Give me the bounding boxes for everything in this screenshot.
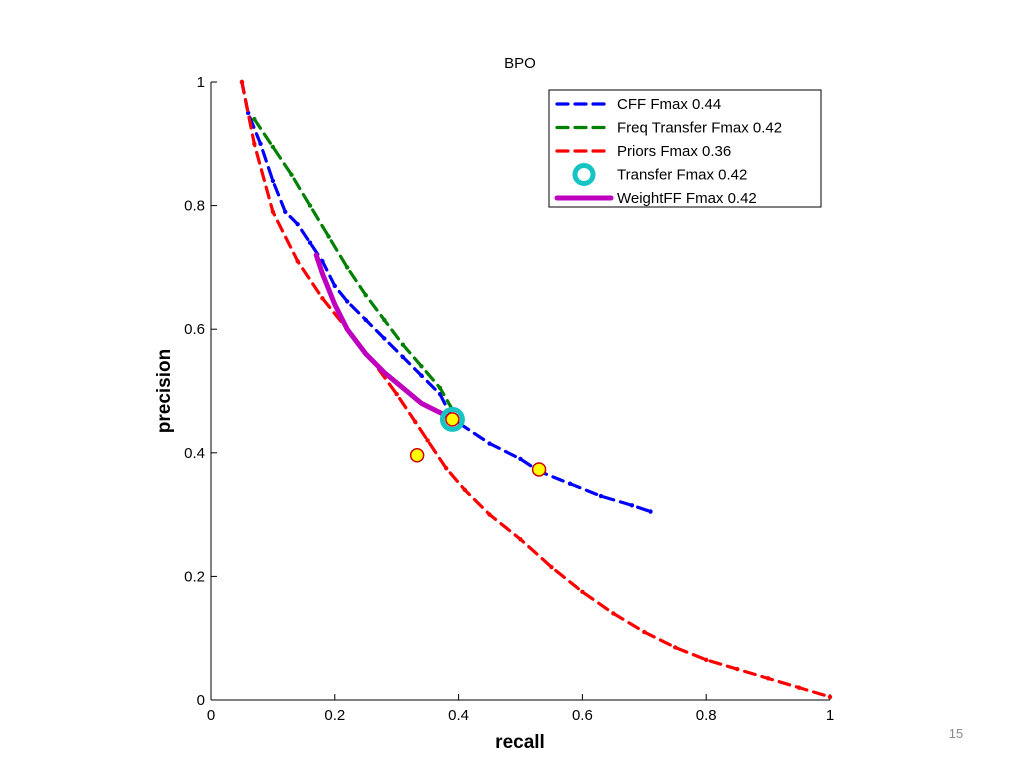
series-point-cff-fmax-0-44 <box>258 141 263 146</box>
legend-label: Transfer Fmax 0.42 <box>617 167 747 184</box>
series-point-cff-fmax-0-44 <box>400 354 406 360</box>
series-point-priors-fmax-0-36 <box>796 685 802 690</box>
series-point-cff-fmax-0-44 <box>332 283 337 289</box>
x-axis-title: recall <box>495 732 545 753</box>
series-point-priors-fmax-0-36 <box>444 466 449 471</box>
series-point-priors-fmax-0-36 <box>252 141 257 146</box>
series-point-cff-fmax-0-44 <box>382 336 387 341</box>
series-point-cff-fmax-0-44 <box>320 259 325 264</box>
series-point-cff-fmax-0-44 <box>270 178 276 184</box>
y-tick-label: 0.4 <box>184 445 205 462</box>
axes: 0 0.2 0.4 0.6 0.8 1 0 0.2 0.4 0.6 0.8 1 <box>184 74 834 724</box>
legend-label: Freq Transfer Fmax 0.42 <box>617 120 782 137</box>
series-point-priors-fmax-0-36 <box>704 657 709 663</box>
series-point-freq-transfer-fmax-0-42 <box>252 116 257 122</box>
series-point-freq-transfer-fmax-0-42 <box>400 342 406 347</box>
series-point-cff-fmax-0-44 <box>598 493 604 499</box>
series-line-priors-fmax-0-36 <box>240 80 832 699</box>
series-point-cff-fmax-0-44 <box>307 240 313 245</box>
legend: CFF Fmax 0.44 Freq Transfer Fmax 0.42 Prio… <box>548 89 822 208</box>
series-point-priors-fmax-0-36 <box>827 694 833 700</box>
series-point-priors-fmax-0-36 <box>239 79 245 85</box>
legend-label: Priors Fmax 0.36 <box>617 143 731 160</box>
y-tick-label: 0.8 <box>184 198 205 215</box>
x-tick-label: 0.8 <box>696 707 717 724</box>
transfer-marker <box>439 406 465 432</box>
x-tick-label: 1 <box>826 707 834 724</box>
legend-box <box>548 89 822 208</box>
series-point-cff-fmax-0-44 <box>344 299 350 304</box>
y-tick-label: 0.2 <box>184 568 205 585</box>
series-point-priors-fmax-0-36 <box>673 645 678 650</box>
x-tick-label: 0 <box>207 707 215 724</box>
legend-label: CFF Fmax 0.44 <box>617 96 721 113</box>
series-point-freq-transfer-fmax-0-42 <box>382 317 387 323</box>
fmax-marker <box>409 448 425 463</box>
series-point-priors-fmax-0-36 <box>270 209 276 214</box>
x-tick-label: 0.4 <box>448 707 469 724</box>
series-layer <box>239 79 833 700</box>
series-line-weightff-fmax-0-42 <box>313 252 455 422</box>
series-point-priors-fmax-0-36 <box>642 629 647 635</box>
series-point-cff-fmax-0-44 <box>648 509 653 514</box>
series-point-freq-transfer-fmax-0-42 <box>437 385 443 391</box>
series-line-freq-transfer-fmax-0-42 <box>252 117 454 412</box>
series-point-cff-fmax-0-44 <box>295 221 300 227</box>
series-point-cff-fmax-0-44 <box>487 441 492 446</box>
y-tick-label: 0.6 <box>184 321 205 338</box>
slide-number: 15 <box>948 726 964 741</box>
series-point-freq-transfer-fmax-0-42 <box>344 265 350 270</box>
series-point-priors-fmax-0-36 <box>487 512 492 517</box>
series-point-freq-transfer-fmax-0-42 <box>270 144 276 150</box>
legend-swatch <box>582 172 586 177</box>
series-point-cff-fmax-0-44 <box>283 209 288 214</box>
chart-title: BPO <box>504 55 536 72</box>
series-point-cff-fmax-0-44 <box>518 456 523 462</box>
series-point-cff-fmax-0-44 <box>629 503 635 508</box>
y-axis-title: precision <box>154 349 175 433</box>
series-point-cff-fmax-0-44 <box>567 481 573 486</box>
series-point-priors-fmax-0-36 <box>320 296 325 301</box>
series-point-priors-fmax-0-36 <box>549 564 554 570</box>
series-point-freq-transfer-fmax-0-42 <box>419 364 424 369</box>
series-point-freq-transfer-fmax-0-42 <box>307 203 313 208</box>
y-tick-label: 1 <box>197 74 205 91</box>
series-point-priors-fmax-0-36 <box>413 419 418 425</box>
series-point-priors-fmax-0-36 <box>518 537 523 542</box>
legend-swatch <box>572 163 596 186</box>
markers-layer <box>409 406 547 477</box>
legend-label: WeightFF Fmax 0.42 <box>617 190 757 207</box>
series-point-freq-transfer-fmax-0-42 <box>289 172 294 177</box>
series-point-priors-fmax-0-36 <box>425 438 430 443</box>
y-tick-label: 0 <box>197 692 205 709</box>
series-point-priors-fmax-0-36 <box>462 487 467 493</box>
fmax-marker <box>445 412 460 427</box>
series-point-priors-fmax-0-36 <box>580 589 585 595</box>
series-point-priors-fmax-0-36 <box>765 676 771 681</box>
x-tick-label: 0.2 <box>324 707 345 724</box>
fmax-marker <box>531 462 547 477</box>
series-point-priors-fmax-0-36 <box>295 259 300 264</box>
series-point-cff-fmax-0-44 <box>363 317 368 323</box>
series-point-cff-fmax-0-44 <box>419 373 424 378</box>
series-point-freq-transfer-fmax-0-42 <box>326 234 331 239</box>
series-point-priors-fmax-0-36 <box>734 666 740 672</box>
series-point-priors-fmax-0-36 <box>611 611 616 616</box>
x-tick-label: 0.6 <box>572 707 593 724</box>
series-point-priors-fmax-0-36 <box>394 391 399 397</box>
series-point-freq-transfer-fmax-0-42 <box>363 293 368 298</box>
